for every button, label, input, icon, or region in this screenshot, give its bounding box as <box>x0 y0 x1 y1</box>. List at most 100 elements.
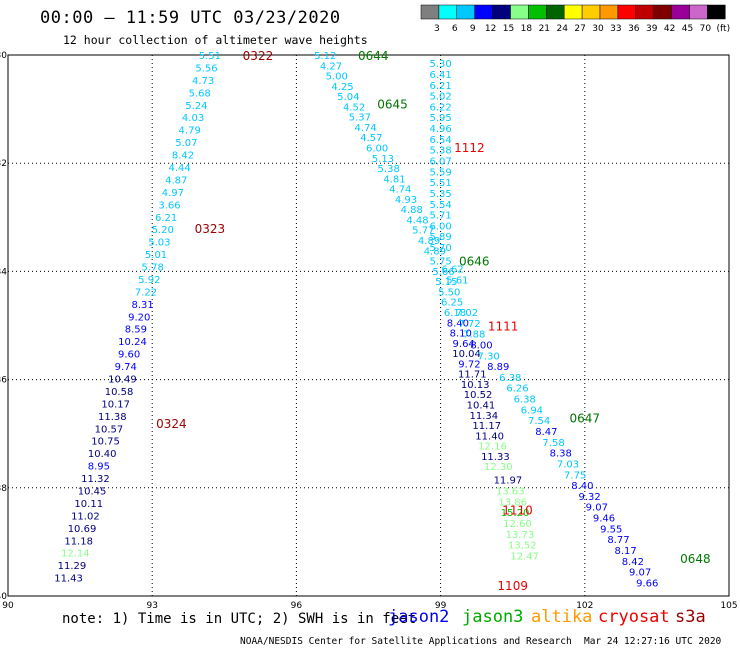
colorbar-tick-label: 18 <box>521 24 533 34</box>
wave-height-label: 11.33 <box>481 452 510 463</box>
wave-height-label: 11.34 <box>470 411 499 422</box>
wave-height-label: 5.77 <box>412 226 434 237</box>
wave-height-label: 8.38 <box>550 449 572 460</box>
wave-height-label: 4.27 <box>320 61 342 72</box>
wave-height-label: 12.16 <box>478 442 507 453</box>
colorbar-swatch <box>438 4 458 20</box>
wave-height-label: 5.66 <box>432 267 454 278</box>
wave-height-label: 7.02 <box>456 308 478 319</box>
x-tick-label: 99 <box>435 601 447 611</box>
wave-height-label: 10.40 <box>88 449 117 460</box>
wave-height-label: 5.35 <box>429 189 451 200</box>
wave-height-label: 4.25 <box>331 82 353 93</box>
wave-height-label: 5.70 <box>429 243 451 254</box>
pass-time-label: 1111 <box>488 320 519 334</box>
wave-height-label: 4.96 <box>429 124 451 135</box>
wave-height-label: 7.22 <box>135 287 157 298</box>
wave-height-label: 10.17 <box>101 399 130 410</box>
wave-height-label: 8.77 <box>607 535 629 546</box>
wave-height-label: 5.12 <box>314 51 336 62</box>
colorbar-tick-label: 12 <box>485 24 496 34</box>
colorbar-tick-label: 6 <box>452 24 458 34</box>
wave-height-label: 10.04 <box>452 349 481 360</box>
wave-height-label: 11.38 <box>98 412 127 423</box>
wave-height-label: 6.00 <box>366 144 388 155</box>
colorbar-tick-label: 42 <box>664 24 675 34</box>
colorbar-tick-label: 15 <box>503 24 514 34</box>
wave-height-label: 4.97 <box>162 188 184 199</box>
footer-timestamp: Mar 24 12:27:16 UTC 2020 <box>584 636 722 647</box>
colorbar-swatch <box>528 4 547 20</box>
wave-height-label: 4.88 <box>401 205 423 216</box>
wave-height-label: 11.17 <box>472 421 501 432</box>
wave-height-label: 12.14 <box>61 549 90 560</box>
wave-height-label: 5.20 <box>152 225 174 236</box>
chart-grid <box>7 54 730 597</box>
wave-height-label: 11.18 <box>64 536 93 547</box>
wave-height-label: 13.52 <box>508 541 537 552</box>
colorbar-swatch <box>599 4 619 20</box>
colorbar-tick-label: 3 <box>434 24 440 34</box>
wave-height-label: 15.20 <box>501 508 530 519</box>
wave-height-label: 4.89 <box>418 236 440 247</box>
wave-height-label: 11.97 <box>494 476 523 487</box>
wave-height-label: 9.07 <box>629 568 651 579</box>
wave-height-label: 4.48 <box>406 215 428 226</box>
wave-height-label: 10.58 <box>105 387 134 398</box>
colorbar-swatch <box>671 4 690 20</box>
wave-height-label: 6.07 <box>429 156 451 167</box>
colorbar-tick-label: 21 <box>539 24 550 34</box>
colorbar-swatch <box>635 4 654 20</box>
wave-height-label: 10.11 <box>74 499 103 510</box>
wave-height-label: 8.40 <box>571 481 593 492</box>
wave-height-label: 6.41 <box>429 70 451 81</box>
chart-subtitle: 12 hour collection of altimeter wave hei… <box>63 33 368 47</box>
colorbar-swatch <box>581 4 601 20</box>
wave-height-label: 9.07 <box>586 503 608 514</box>
y-tick-label: -30 <box>0 51 7 61</box>
wave-height-label: 6.38 <box>514 395 536 406</box>
wave-height-label: 5.59 <box>429 167 451 178</box>
wave-height-label: 5.02 <box>429 92 451 103</box>
wave-height-label: 8.17 <box>615 546 637 557</box>
wave-height-label: 5.38 <box>378 164 400 175</box>
wave-height-label: 5.07 <box>175 138 197 149</box>
wave-height-label: 4.73 <box>192 76 214 87</box>
wave-height-label: 4.81 <box>383 174 405 185</box>
x-tick-label: 93 <box>146 601 157 611</box>
pass-time-label: 0323 <box>195 222 226 236</box>
wave-height-label: 9.32 <box>578 492 600 503</box>
wave-height-label: 8.10 <box>450 329 472 340</box>
wave-height-label: 8.89 <box>487 362 509 373</box>
colorbar-tick-label: 36 <box>628 24 640 34</box>
wave-height-label: 11.29 <box>58 561 87 572</box>
colorbar-swatch <box>707 4 726 20</box>
legend-jason2: jason2 <box>388 607 450 627</box>
wave-height-label: 5.92 <box>138 275 160 286</box>
wave-height-label: 9.74 <box>115 362 137 373</box>
colorbar-tick-label: 30 <box>592 24 604 34</box>
colorbar-swatch <box>546 4 565 20</box>
wave-height-label: 12.47 <box>510 551 539 562</box>
wave-height-label: 5.13 <box>372 154 394 165</box>
wave-height-label: 5.75 <box>429 257 451 268</box>
colorbar-swatch <box>510 4 529 20</box>
data-marks: 5.515.564.735.685.244.034.795.078.424.44… <box>54 49 710 593</box>
wave-height-label: 5.51 <box>429 178 451 189</box>
page-title: 00:00 – 11:59 UTC 03/23/2020 <box>40 8 341 28</box>
y-tick-label: -34 <box>0 267 7 277</box>
wave-height-label: 6.18 <box>444 308 466 319</box>
wave-height-label: 6.25 <box>441 298 463 309</box>
wave-height-label: 5.68 <box>189 88 211 99</box>
wave-height-label: 4.93 <box>395 195 417 206</box>
wave-height-label: 8.40 <box>447 318 469 329</box>
pass-time-label: 0645 <box>377 98 408 112</box>
wave-height-label: 6.22 <box>429 102 451 113</box>
wave-height-label: 5.51 <box>199 51 221 62</box>
wave-height-label: 5.71 <box>429 211 451 222</box>
wave-height-label: 13.86 <box>498 497 527 508</box>
wave-height-label: 4.52 <box>343 102 365 113</box>
wave-height-label: 5.78 <box>142 263 164 274</box>
wave-height-label: 10.52 <box>464 390 493 401</box>
